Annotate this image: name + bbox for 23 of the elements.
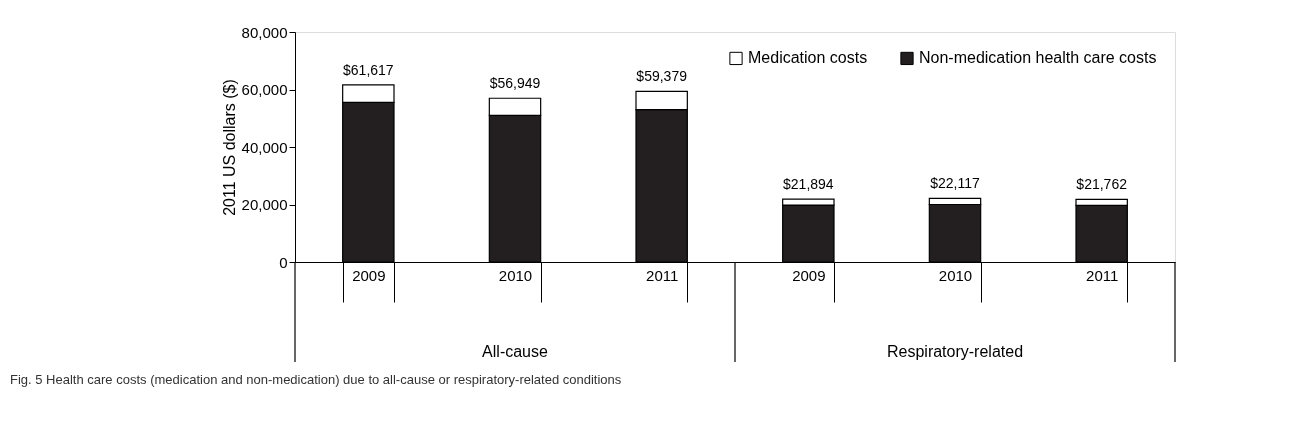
x-tick-label: 2011 [646, 266, 679, 284]
total-label: $21,894 [783, 176, 834, 193]
x-tick-label: 2009 [792, 266, 826, 284]
total-label: $22,117 [930, 175, 980, 192]
caption: Fig. 5 Health care costs (medication and non-medication) due to all-cause or respiratory-related conditions [10, 372, 622, 387]
y-tick-label: 80,000 [241, 23, 288, 41]
total-label: $61,617 [343, 61, 394, 78]
y-tick-label: 60,000 [241, 81, 288, 98]
total-label: $21,762 [1076, 176, 1128, 193]
text: Respiratory-related [886, 343, 1024, 360]
legend-label: Medication costs [748, 49, 868, 67]
y-tick-label: 40,000 [241, 138, 288, 156]
y-tick-label: 20,000 [241, 196, 288, 213]
x-tick-label: 2009 [352, 266, 386, 284]
x-tick-label: 2011 [1086, 266, 1119, 284]
x-tick-label: 2010 [938, 266, 973, 284]
x-tick-label: 2010 [498, 266, 533, 284]
y-axis-title: 2011 US dollars ($) [220, 79, 238, 216]
legend-label: Non-medication health care costs [919, 49, 1157, 67]
total-label: $56,949 [489, 75, 541, 92]
total-label: $59,379 [636, 68, 688, 85]
y-tick-label: 0 [279, 253, 288, 271]
text: All-cause [482, 343, 548, 360]
